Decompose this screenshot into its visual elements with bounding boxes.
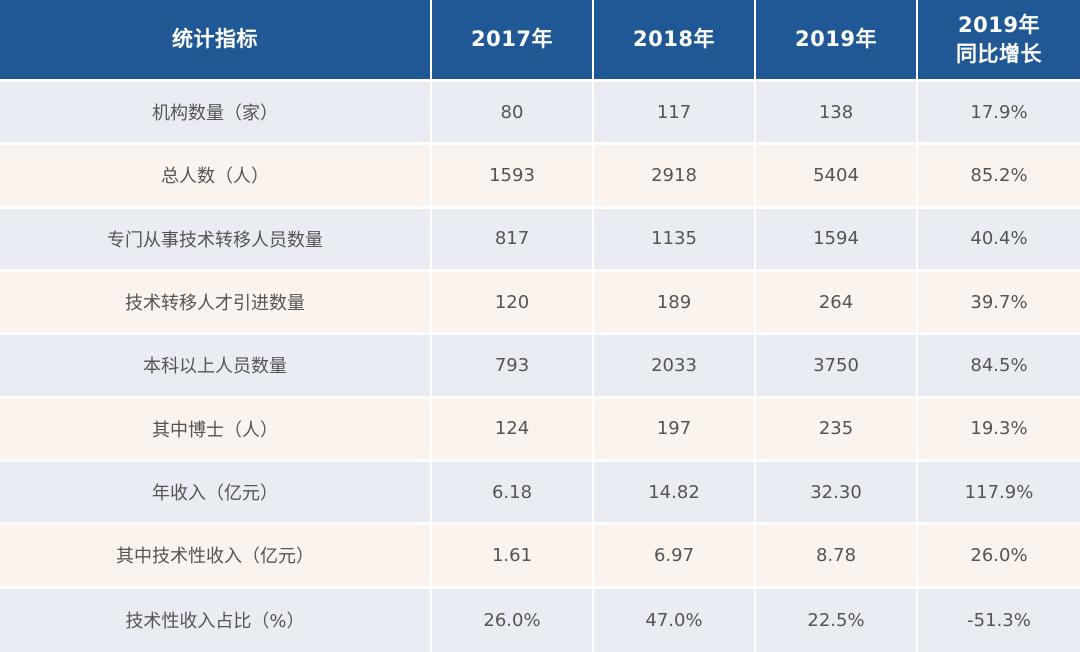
cell-metric: 其中技术性收入（亿元） <box>0 525 432 589</box>
table-row: 专门从事技术转移人员数量 817 1135 1594 40.4% <box>0 208 1080 272</box>
table-header: 统计指标 2017年 2018年 2019年 2019年 同比增长 <box>0 0 1080 82</box>
cell-2018: 14.82 <box>594 461 756 526</box>
cell-2018: 47.0% <box>594 588 756 652</box>
cell-metric: 技术转移人才引进数量 <box>0 271 432 336</box>
cell-2019: 32.30 <box>756 461 918 526</box>
cell-metric: 技术性收入占比（%） <box>0 588 432 652</box>
cell-growth: 85.2% <box>918 145 1080 209</box>
header-row: 统计指标 2017年 2018年 2019年 2019年 同比增长 <box>0 0 1080 82</box>
header-metric: 统计指标 <box>0 0 432 82</box>
cell-metric: 本科以上人员数量 <box>0 335 432 399</box>
header-2018: 2018年 <box>594 0 756 82</box>
cell-growth: 26.0% <box>918 525 1080 589</box>
header-2017: 2017年 <box>432 0 594 82</box>
cell-2019: 5404 <box>756 145 918 209</box>
table-body: 机构数量（家） 80 117 138 17.9% 总人数（人） 1593 2918 5404 85… <box>0 82 1080 652</box>
cell-growth: 117.9% <box>918 461 1080 526</box>
cell-2018: 2033 <box>594 335 756 399</box>
header-growth-line2: 同比增长 <box>956 41 1042 66</box>
cell-growth: 17.9% <box>918 82 1080 146</box>
cell-2017: 1.61 <box>432 525 594 589</box>
cell-2018: 1135 <box>594 208 756 272</box>
cell-2017: 120 <box>432 271 594 336</box>
cell-2017: 124 <box>432 398 594 462</box>
cell-2018: 2918 <box>594 145 756 209</box>
cell-growth: 40.4% <box>918 208 1080 272</box>
cell-growth: 39.7% <box>918 271 1080 336</box>
table-row: 总人数（人） 1593 2918 5404 85.2% <box>0 145 1080 209</box>
cell-2019: 3750 <box>756 335 918 399</box>
cell-2019: 1594 <box>756 208 918 272</box>
table-row: 技术性收入占比（%） 26.0% 47.0% 22.5% -51.3% <box>0 588 1080 652</box>
cell-2017: 80 <box>432 82 594 146</box>
table-row: 其中技术性收入（亿元） 1.61 6.97 8.78 26.0% <box>0 525 1080 589</box>
cell-metric: 其中博士（人） <box>0 398 432 462</box>
cell-2017: 793 <box>432 335 594 399</box>
cell-2017: 26.0% <box>432 588 594 652</box>
cell-metric: 专门从事技术转移人员数量 <box>0 208 432 272</box>
header-2019: 2019年 <box>756 0 918 82</box>
cell-growth: -51.3% <box>918 588 1080 652</box>
cell-2018: 117 <box>594 82 756 146</box>
cell-metric: 年收入（亿元） <box>0 461 432 526</box>
cell-2019: 8.78 <box>756 525 918 589</box>
table-row: 技术转移人才引进数量 120 189 264 39.7% <box>0 271 1080 336</box>
cell-2019: 138 <box>756 82 918 146</box>
cell-growth: 19.3% <box>918 398 1080 462</box>
table-row: 其中博士（人） 124 197 235 19.3% <box>0 398 1080 462</box>
cell-2019: 264 <box>756 271 918 336</box>
cell-metric: 总人数（人） <box>0 145 432 209</box>
header-growth-line1: 2019年 <box>958 12 1040 37</box>
table-row: 年收入（亿元） 6.18 14.82 32.30 117.9% <box>0 461 1080 526</box>
cell-2017: 817 <box>432 208 594 272</box>
cell-growth: 84.5% <box>918 335 1080 399</box>
table-row: 本科以上人员数量 793 2033 3750 84.5% <box>0 335 1080 399</box>
cell-metric: 机构数量（家） <box>0 82 432 146</box>
table-row: 机构数量（家） 80 117 138 17.9% <box>0 82 1080 146</box>
cell-2018: 189 <box>594 271 756 336</box>
header-growth: 2019年 同比增长 <box>918 0 1080 82</box>
cell-2019: 22.5% <box>756 588 918 652</box>
cell-2017: 6.18 <box>432 461 594 526</box>
cell-2018: 6.97 <box>594 525 756 589</box>
cell-2018: 197 <box>594 398 756 462</box>
cell-2019: 235 <box>756 398 918 462</box>
cell-2017: 1593 <box>432 145 594 209</box>
